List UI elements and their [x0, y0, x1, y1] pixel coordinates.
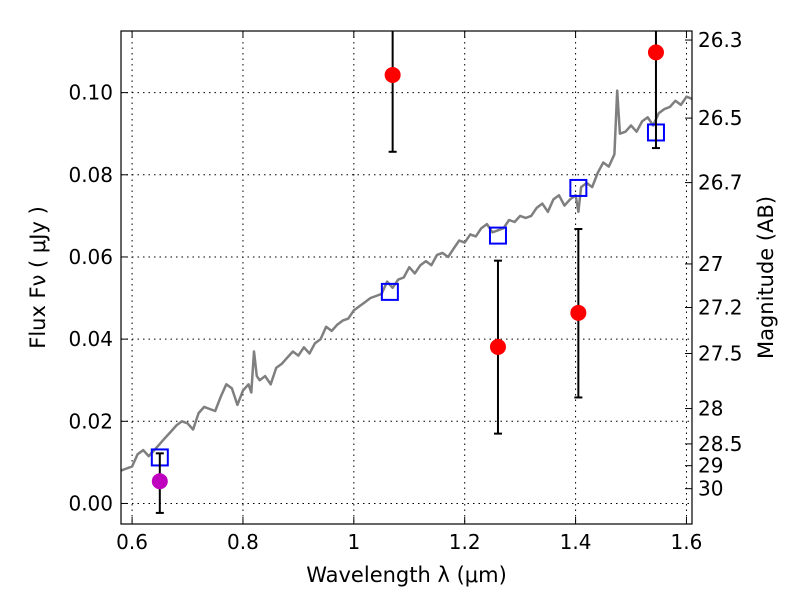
- x-tick-label: 0.8: [227, 530, 259, 554]
- y-tick-label: 0.04: [68, 327, 113, 351]
- y-tick-label: 0.08: [68, 163, 113, 187]
- y-tick-label: 0.10: [68, 81, 113, 105]
- right-tick-label: 28.5: [698, 432, 743, 456]
- x-tick-label: 1: [347, 530, 360, 554]
- right-tick-label: 26.3: [698, 28, 743, 52]
- right-tick-label: 27: [698, 252, 723, 276]
- tick-marks: 0.6 0.8 1 1.2 1.4 1.6 0.00 0.02 0.04 0.06 0.08 0.10…: [68, 28, 742, 554]
- right-axis-label: Magnitude (AB): [754, 196, 778, 359]
- y-tick-label: 0.00: [68, 491, 113, 515]
- y-tick-label: 0.02: [68, 409, 113, 433]
- photometry-point: [647, 44, 664, 61]
- model-square-marker: [380, 282, 399, 301]
- x-axis-label: Wavelength λ (μm): [306, 563, 507, 587]
- photometry-point: [570, 304, 587, 321]
- x-tick-label: 1.2: [449, 530, 481, 554]
- y-tick-label: 0.06: [68, 245, 113, 269]
- right-tick-label: 26.7: [698, 171, 743, 195]
- x-tick-label: 1.6: [671, 530, 703, 554]
- photometry-point: [384, 66, 401, 83]
- x-tick-label: 0.6: [116, 530, 148, 554]
- plot-area: [121, 31, 692, 514]
- photometry-point: [489, 338, 506, 355]
- right-tick-label: 27.5: [698, 342, 743, 366]
- photometry-point: [151, 473, 168, 490]
- model-square-marker: [569, 178, 588, 197]
- grid-lines: [121, 31, 692, 524]
- right-tick-label: 28: [698, 397, 723, 421]
- right-tick-label: 27.2: [698, 295, 743, 319]
- right-tick-label: 26.5: [698, 106, 743, 130]
- right-tick-label: 30: [698, 477, 723, 501]
- plot-frame: [120, 30, 693, 525]
- y-axis-label: Flux Fν ( μJy ): [26, 206, 50, 349]
- x-tick-label: 1.4: [560, 530, 592, 554]
- right-tick-label: 29: [698, 454, 723, 478]
- model-square-marker: [488, 226, 507, 245]
- spectrum-line: [121, 89, 692, 472]
